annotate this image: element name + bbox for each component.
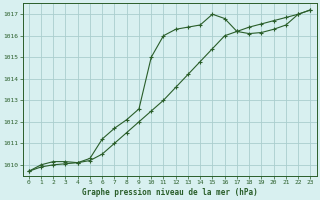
X-axis label: Graphe pression niveau de la mer (hPa): Graphe pression niveau de la mer (hPa) bbox=[82, 188, 258, 197]
